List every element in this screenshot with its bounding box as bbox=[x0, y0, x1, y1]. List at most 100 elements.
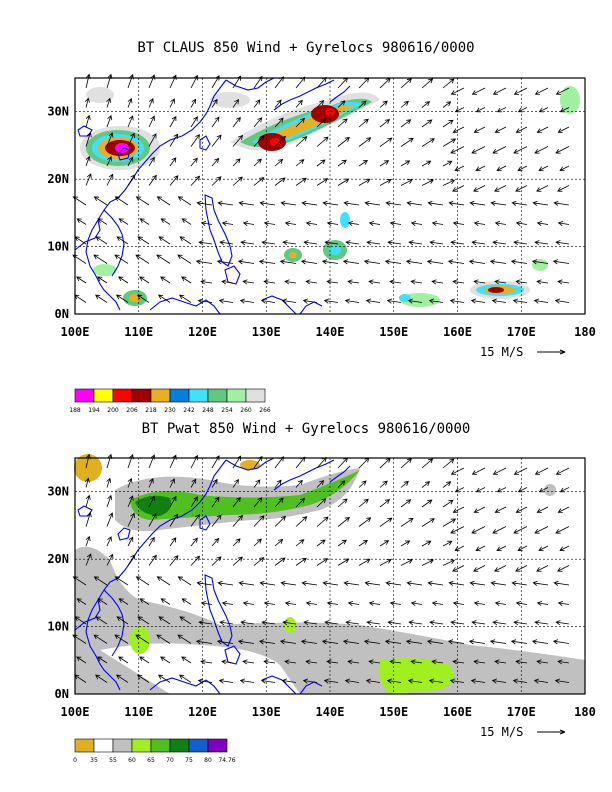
wind-arrow bbox=[179, 294, 192, 303]
wind-arrow bbox=[160, 598, 171, 605]
wind-arrow bbox=[200, 659, 213, 665]
wind-arrow bbox=[177, 576, 192, 586]
wind-arrow bbox=[148, 156, 155, 167]
wind-arrow bbox=[555, 240, 570, 246]
wind-arrow bbox=[468, 259, 486, 265]
wind-arrow bbox=[93, 634, 108, 644]
lat-tick-label: 10N bbox=[47, 240, 69, 254]
wind-arrow bbox=[181, 276, 192, 284]
wind-arrow bbox=[106, 97, 112, 108]
legend-swatch bbox=[74, 388, 95, 403]
lon-tick-label: 100E bbox=[61, 705, 90, 719]
wind-arrow bbox=[431, 221, 444, 227]
wind-arrow bbox=[389, 601, 402, 607]
wind-arrow bbox=[366, 240, 381, 246]
wind-arrow bbox=[364, 200, 381, 206]
wind-arrow bbox=[408, 620, 423, 626]
wind-arrow bbox=[127, 454, 134, 469]
legend-swatch bbox=[150, 738, 171, 753]
wind-arrow bbox=[118, 276, 129, 284]
wind-arrow bbox=[85, 553, 92, 566]
wind-arrow bbox=[513, 240, 528, 246]
wind-arrow bbox=[511, 580, 528, 586]
wind-arrow bbox=[253, 99, 261, 108]
wind-arrow bbox=[76, 656, 87, 664]
wind-arrow bbox=[274, 117, 284, 128]
coastline-segment bbox=[224, 645, 241, 665]
wind-arrow bbox=[337, 77, 349, 89]
wind-arrow bbox=[169, 74, 177, 89]
wind-arrow bbox=[492, 467, 507, 475]
wind-arrow bbox=[400, 179, 413, 186]
wind-arrow bbox=[274, 135, 287, 147]
coastline-segment bbox=[74, 79, 227, 251]
wind-arrow bbox=[452, 506, 465, 513]
legend-swatch bbox=[112, 738, 133, 753]
wind-arrow bbox=[534, 146, 549, 154]
wind-arrow bbox=[148, 454, 156, 469]
wind-arrow bbox=[515, 565, 528, 572]
wind-arrow bbox=[93, 254, 108, 264]
wind-arrow bbox=[74, 294, 87, 303]
wind-arrow bbox=[358, 77, 370, 89]
wind-arrow bbox=[475, 487, 486, 493]
wind-arrow bbox=[364, 580, 381, 586]
wind-arrow bbox=[554, 298, 570, 304]
wind-arrow bbox=[557, 279, 570, 285]
wind-arrow bbox=[253, 117, 263, 128]
wind-arrow bbox=[490, 200, 507, 206]
wind-arrow bbox=[263, 279, 276, 285]
wind-arrow bbox=[428, 678, 444, 684]
wind-arrow bbox=[386, 298, 402, 304]
wind-arrow bbox=[538, 545, 549, 552]
wind-arrow bbox=[452, 601, 465, 607]
wind-arrow bbox=[195, 259, 213, 265]
panel2-field bbox=[74, 454, 585, 694]
wind-arrow bbox=[442, 179, 456, 186]
wind-arrow bbox=[429, 620, 444, 626]
wind-arrow bbox=[345, 240, 360, 246]
wind-arrow bbox=[473, 185, 486, 192]
wind-arrow bbox=[190, 555, 201, 566]
wind-arrow bbox=[200, 279, 213, 285]
wind-arrow bbox=[181, 218, 192, 225]
wind-arrow bbox=[379, 540, 390, 547]
wind-arrow bbox=[232, 479, 239, 488]
wind-arrow bbox=[195, 639, 213, 645]
wind-arrow bbox=[342, 639, 360, 645]
wind-arrow bbox=[407, 298, 423, 304]
wind-arrow bbox=[137, 616, 150, 625]
coastline-segment bbox=[204, 574, 233, 647]
wind-arrow bbox=[106, 73, 113, 89]
wind-arrow bbox=[156, 576, 171, 586]
wind-arrow bbox=[379, 160, 390, 167]
coastline-segment bbox=[199, 515, 211, 531]
wind-arrow bbox=[139, 598, 150, 605]
wind-arrow bbox=[379, 77, 391, 89]
wind-arrow bbox=[421, 101, 431, 108]
wind-arrow bbox=[494, 221, 507, 227]
wind-arrow bbox=[406, 200, 423, 206]
wind-arrow bbox=[379, 517, 393, 527]
wind-arrow bbox=[490, 580, 507, 586]
wind-arrow bbox=[221, 601, 234, 607]
wind-arrow bbox=[431, 601, 444, 607]
wind-arrow bbox=[196, 580, 213, 586]
wind-arrow bbox=[97, 598, 108, 605]
wind-arrow bbox=[158, 616, 171, 625]
wind-arrow bbox=[190, 175, 201, 186]
legend-swatch bbox=[112, 388, 133, 403]
wind-arrow bbox=[85, 453, 91, 469]
wind-arrow bbox=[295, 136, 308, 147]
wind-arrow bbox=[95, 674, 108, 683]
wind-arrow bbox=[358, 480, 367, 488]
wind-arrow bbox=[316, 99, 325, 108]
wind-arrow bbox=[536, 221, 549, 227]
wind-arrow bbox=[447, 639, 465, 645]
wind-arrow bbox=[400, 160, 411, 167]
coastline-segment bbox=[224, 265, 241, 285]
coastline-segment bbox=[103, 589, 125, 657]
wind-arrow bbox=[452, 659, 465, 665]
wind-arrow bbox=[405, 639, 423, 645]
wind-arrow bbox=[179, 674, 192, 683]
